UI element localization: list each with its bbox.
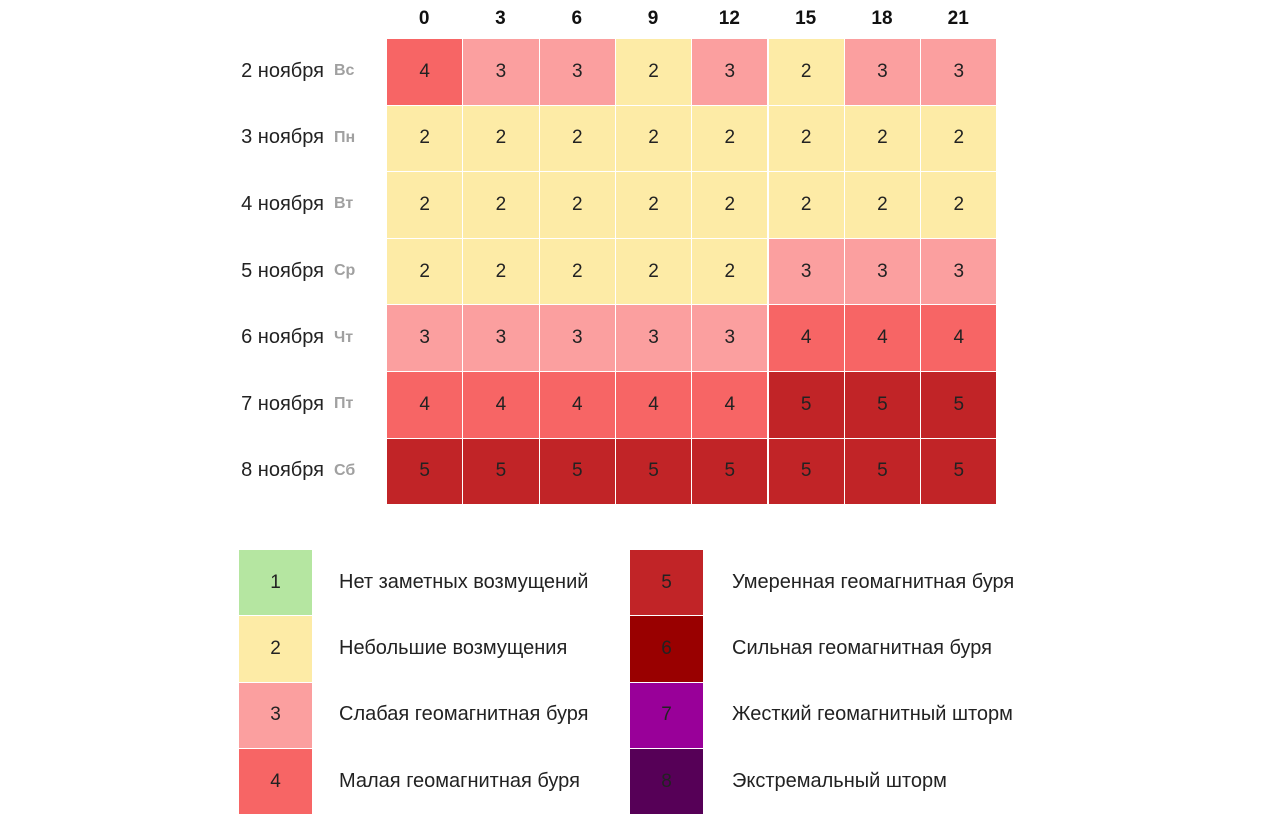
legend-swatch: 5: [629, 549, 704, 617]
legend-swatch: 1: [238, 549, 313, 617]
heat-cell: 3: [920, 237, 998, 306]
heat-cell: 2: [462, 104, 540, 173]
heat-cell: 3: [691, 304, 769, 372]
row-weekday: Пт: [334, 395, 354, 413]
heat-cell: 2: [538, 171, 616, 239]
heat-cell: 4: [538, 371, 616, 439]
legend-label: Жесткий геомагнитный шторм: [732, 703, 1013, 726]
legend-swatch: 8: [629, 747, 704, 816]
heat-cell: 2: [691, 237, 769, 306]
legend-label: Небольшие возмущения: [339, 636, 568, 659]
legend-swatch: 4: [238, 747, 313, 816]
heat-cell: 3: [920, 38, 998, 106]
column-header: 6: [571, 8, 583, 29]
row-date: 4 ноября: [241, 192, 324, 215]
heat-cell: 2: [920, 171, 998, 239]
heat-cell: 5: [843, 371, 922, 439]
row-date: 8 ноября: [241, 459, 324, 482]
column-header: 18: [871, 8, 893, 29]
heat-cell: 3: [386, 304, 464, 372]
legend-label: Экстремальный шторм: [732, 769, 947, 792]
heat-cell: 2: [386, 104, 464, 173]
heat-cell: 2: [462, 171, 540, 239]
heat-cell: 3: [691, 38, 769, 106]
heat-cell: 4: [767, 304, 845, 372]
column-header: 15: [795, 8, 817, 29]
legend-swatch: 6: [629, 615, 704, 683]
heat-cell: 5: [691, 437, 769, 506]
row-weekday: Сб: [334, 461, 356, 479]
column-header: 21: [947, 8, 969, 29]
heat-cell: 2: [386, 171, 464, 239]
heat-cell: 4: [386, 371, 464, 439]
legend-swatch: 3: [238, 681, 313, 749]
heat-cell: 5: [843, 437, 922, 506]
row-weekday: Пн: [334, 128, 356, 146]
column-header: 9: [647, 8, 659, 29]
column-header: 3: [495, 8, 506, 29]
heat-cell: 3: [843, 38, 922, 106]
heat-cell: 2: [462, 237, 540, 306]
heat-cell: 5: [614, 437, 693, 506]
heat-cell: 3: [462, 304, 540, 372]
heat-cell: 2: [691, 171, 769, 239]
heat-cell: 2: [767, 171, 845, 239]
row-weekday: Чт: [334, 328, 354, 346]
heat-cell: 2: [614, 237, 693, 306]
heat-cell: 3: [462, 38, 540, 106]
row-weekday: Ср: [334, 262, 356, 280]
heat-cell: 2: [691, 104, 769, 173]
column-header: 12: [718, 8, 740, 29]
column-header: 0: [418, 8, 430, 29]
heat-cell: 5: [462, 437, 540, 506]
heat-cell: 4: [843, 304, 922, 372]
heat-cell: 2: [614, 104, 693, 173]
heat-cell: 2: [843, 171, 922, 239]
heat-cell: 5: [767, 437, 845, 506]
row-weekday: Вт: [334, 195, 354, 213]
heat-cell: 2: [538, 104, 616, 173]
heat-cell: 2: [767, 38, 845, 106]
legend-swatch: 2: [238, 615, 313, 683]
heat-cell: 5: [920, 437, 998, 506]
legend-label: Слабая геомагнитная буря: [339, 703, 589, 726]
heat-cell: 5: [538, 437, 616, 506]
legend-label: Сильная геомагнитная буря: [732, 636, 992, 659]
heat-cell: 2: [614, 171, 693, 239]
heat-cell: 4: [386, 38, 464, 106]
heat-cell: 5: [386, 437, 464, 506]
heat-cell: 4: [462, 371, 540, 439]
legend-swatch: 7: [629, 681, 704, 749]
row-date: 5 ноября: [241, 259, 324, 282]
legend-label: Малая геомагнитная буря: [339, 769, 580, 792]
heat-cell: 2: [843, 104, 922, 173]
heat-cell: 2: [386, 237, 464, 306]
heat-cell: 2: [538, 237, 616, 306]
heat-cell: 3: [767, 237, 845, 306]
heat-cell: 2: [767, 104, 845, 173]
heat-cell: 5: [920, 371, 998, 439]
heat-cell: 2: [920, 104, 998, 173]
heat-cell: 3: [538, 38, 616, 106]
legend-label: Нет заметных возмущений: [339, 570, 589, 593]
heat-cell: 3: [538, 304, 616, 372]
heat-cell: 3: [843, 237, 922, 306]
row-date: 3 ноября: [241, 126, 324, 149]
heat-cell: 4: [691, 371, 769, 439]
heat-cell: 4: [920, 304, 998, 372]
row-date: 6 ноября: [241, 326, 324, 349]
heat-cell: 5: [767, 371, 845, 439]
heat-cell: 3: [614, 304, 693, 372]
legend-label: Умеренная геомагнитная буря: [732, 570, 1015, 593]
row-weekday: Вс: [334, 62, 355, 80]
row-date: 7 ноября: [241, 392, 324, 415]
heat-cell: 4: [614, 371, 693, 439]
row-date: 2 ноября: [241, 59, 324, 82]
heat-cell: 2: [614, 38, 693, 106]
